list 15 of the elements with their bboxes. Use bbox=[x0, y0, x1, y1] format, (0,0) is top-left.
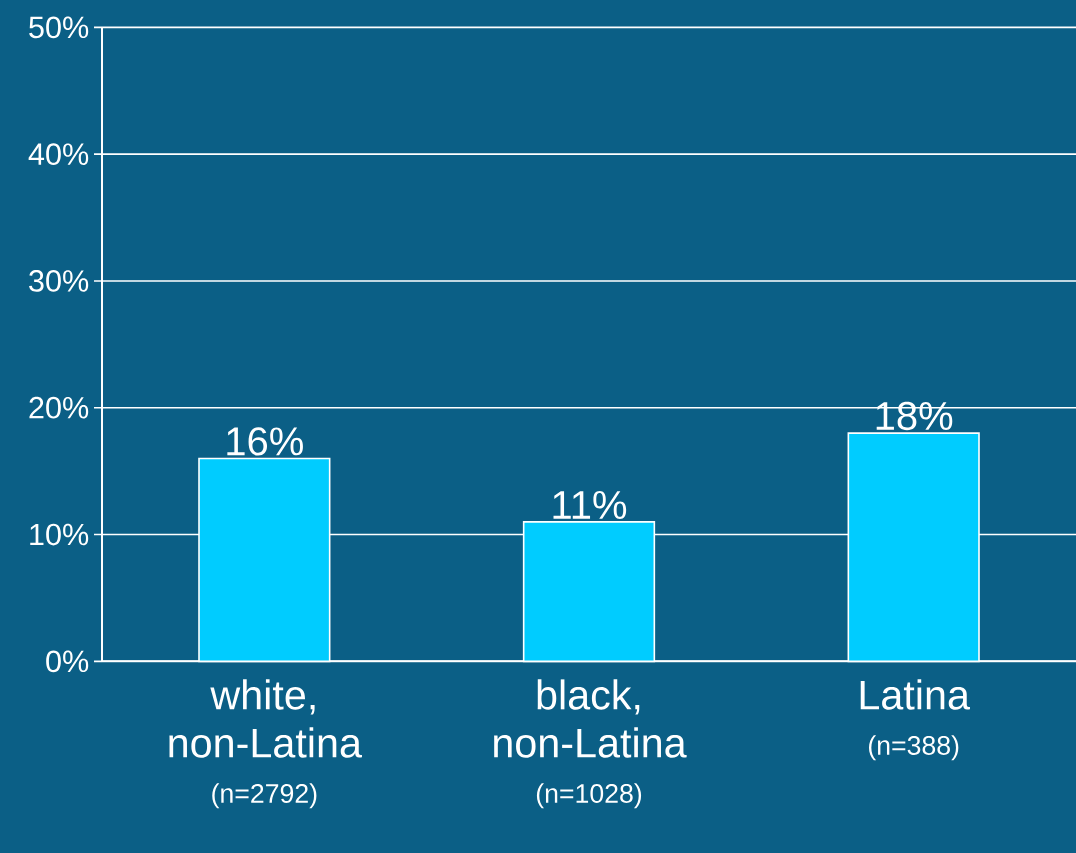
x-tick-label: black, non-Latina bbox=[494, 679, 687, 758]
y-tick-label: 10% bbox=[30, 523, 89, 546]
text: (n=388) bbox=[868, 735, 959, 761]
y-tick-label: 0% bbox=[46, 650, 89, 673]
data-label: 11% bbox=[553, 490, 627, 519]
x-tick-label: Latina bbox=[860, 679, 970, 710]
x-tick-label: white, non-Latina bbox=[169, 679, 362, 758]
y-tick-label: 20% bbox=[29, 396, 89, 419]
data-label: 16% bbox=[227, 427, 303, 456]
y-tick-label: 30% bbox=[29, 269, 89, 292]
text: (n=1028) bbox=[536, 783, 642, 809]
text: (n=2792) bbox=[212, 783, 317, 809]
y-tick-label: 40% bbox=[28, 143, 89, 165]
data-label: 18% bbox=[876, 401, 953, 431]
y-tick-label: 50% bbox=[29, 16, 89, 39]
